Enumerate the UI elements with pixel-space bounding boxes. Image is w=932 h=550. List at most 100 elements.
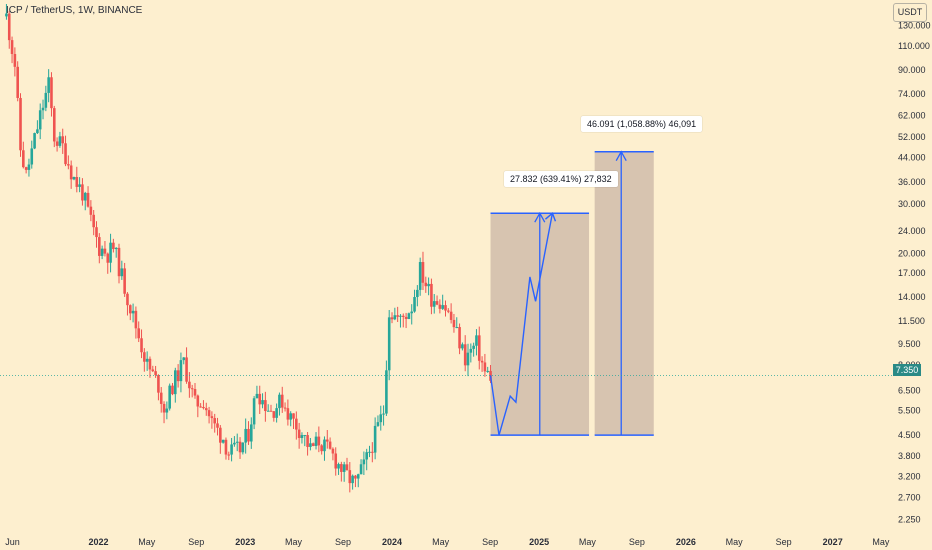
candle-body xyxy=(7,13,11,41)
candle-body xyxy=(213,418,217,424)
candle-body xyxy=(469,348,473,353)
candle-body xyxy=(36,129,39,134)
candle-body xyxy=(168,385,171,409)
candle-body xyxy=(272,411,276,418)
candle-body xyxy=(148,358,152,370)
candle-body xyxy=(311,443,315,446)
candle-body xyxy=(317,436,321,446)
candle-body xyxy=(438,304,442,309)
price-tick-label: 3.200 xyxy=(898,472,921,482)
price-tick-label: 62.000 xyxy=(898,111,926,121)
price-tick-label: 2.700 xyxy=(898,492,921,502)
candle-body xyxy=(22,150,25,168)
candle-body xyxy=(283,407,287,409)
candle-body xyxy=(103,248,107,254)
candle-body xyxy=(154,371,157,376)
candle-body xyxy=(78,184,81,187)
candle-body xyxy=(199,406,202,408)
candle-body xyxy=(328,441,332,449)
candle-body xyxy=(176,370,180,382)
candle-body xyxy=(340,464,343,472)
candle-body xyxy=(64,143,67,165)
time-tick-label: Sep xyxy=(188,537,204,547)
range-arrow-head xyxy=(615,150,627,162)
candle-body xyxy=(399,315,402,317)
candle-body xyxy=(143,352,146,362)
candle-body xyxy=(24,167,28,170)
price-tick-label: 14.000 xyxy=(898,292,926,302)
current-price-badge: 7.350 xyxy=(893,364,921,376)
candle-body xyxy=(202,406,205,409)
candle-body xyxy=(266,410,270,412)
range-boxes xyxy=(490,150,654,436)
candle-body xyxy=(165,408,169,413)
candle-body xyxy=(486,370,490,372)
price-tick-label: 130.000 xyxy=(898,20,931,30)
candle-body xyxy=(126,293,129,306)
candle-body xyxy=(38,110,42,130)
candle-body xyxy=(5,13,8,17)
target-label-1: 27.832 (639.41%) 27,832 xyxy=(504,171,618,187)
candle-body xyxy=(92,214,95,228)
candle-body xyxy=(247,428,250,442)
candle-body xyxy=(131,310,135,314)
range-arrow-head xyxy=(534,211,546,223)
time-tick-label: 2027 xyxy=(823,537,843,547)
candle-body xyxy=(188,381,191,389)
candle-body xyxy=(261,400,264,405)
candle-body xyxy=(235,441,239,443)
currency-button[interactable]: USDT xyxy=(893,3,927,22)
candle-body xyxy=(52,108,56,142)
candle-body xyxy=(342,464,346,472)
time-tick-label: May xyxy=(726,537,744,547)
candle-body xyxy=(345,464,349,471)
candle-body xyxy=(289,413,292,420)
candle-body xyxy=(58,136,62,146)
candle-body xyxy=(396,315,399,317)
time-tick-label: May xyxy=(285,537,303,547)
candle-body xyxy=(19,97,22,151)
candle-body xyxy=(447,310,450,312)
candle-body xyxy=(95,227,98,238)
price-tick-label: 24.000 xyxy=(898,226,926,236)
candle-body xyxy=(432,301,436,307)
candle-body xyxy=(371,451,374,453)
candle-body xyxy=(444,305,447,311)
time-tick-label: 2024 xyxy=(382,537,402,547)
candle-body xyxy=(323,439,326,452)
candle-body xyxy=(145,358,149,362)
price-tick-label: 3.800 xyxy=(898,451,921,461)
candle-body xyxy=(123,268,126,294)
candle-body xyxy=(466,352,470,366)
price-tick-label: 90.000 xyxy=(898,65,926,75)
candle-body xyxy=(356,474,360,479)
candle-body xyxy=(27,164,31,170)
price-tick-label: 36.000 xyxy=(898,177,926,187)
target-label-2: 46.091 (1,058.88%) 46,091 xyxy=(581,116,703,132)
candle-body xyxy=(407,313,411,319)
candle-body xyxy=(204,408,208,411)
candle-body xyxy=(83,192,87,201)
candle-body xyxy=(337,464,340,469)
candle-body xyxy=(303,435,307,437)
candle-body xyxy=(61,136,65,144)
range-box xyxy=(594,151,654,436)
candle-body xyxy=(241,442,245,453)
time-tick-label: Jun xyxy=(5,537,20,547)
candle-body xyxy=(424,282,428,287)
candle-body xyxy=(86,192,90,207)
candle-body xyxy=(67,164,70,166)
price-tick-label: 5.500 xyxy=(898,406,921,416)
candle-body xyxy=(171,385,174,395)
candle-body xyxy=(410,311,414,314)
candle-body xyxy=(117,247,121,277)
price-tick-label: 20.000 xyxy=(898,248,926,258)
price-tick-label: 11.500 xyxy=(898,316,925,326)
candle-body xyxy=(379,414,383,423)
candle-body xyxy=(354,475,357,479)
price-tick-label: 9.500 xyxy=(898,339,921,349)
candle-body xyxy=(13,53,17,67)
candle-body xyxy=(385,370,388,414)
